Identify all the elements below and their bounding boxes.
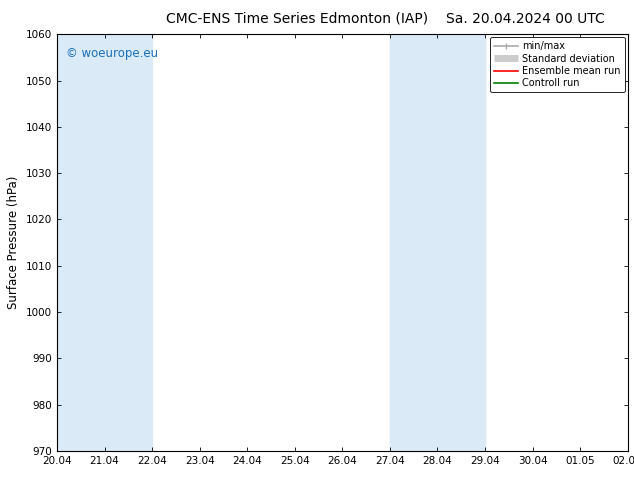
Text: © woeurope.eu: © woeurope.eu [66,47,158,60]
Bar [57,34,152,451]
Bar [390,34,485,451]
Text: Sa. 20.04.2024 00 UTC: Sa. 20.04.2024 00 UTC [446,12,604,26]
Text: CMC-ENS Time Series Edmonton (IAP): CMC-ENS Time Series Edmonton (IAP) [165,12,428,26]
Legend: min/max, Standard deviation, Ensemble mean run, Controll run: min/max, Standard deviation, Ensemble me… [490,37,624,92]
Y-axis label: Surface Pressure (hPa): Surface Pressure (hPa) [8,176,20,309]
